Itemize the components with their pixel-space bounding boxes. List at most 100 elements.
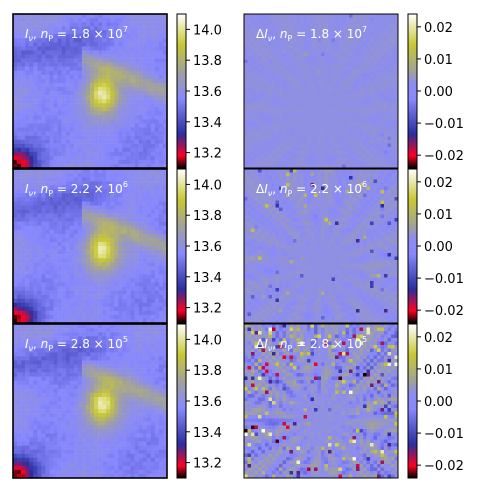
intensity-pixel xyxy=(138,324,143,329)
intensity-pixel xyxy=(134,328,139,333)
intensity-pixel xyxy=(37,151,42,157)
difference-pixel xyxy=(321,45,325,50)
intensity-pixel xyxy=(81,413,87,418)
intensity-pixel xyxy=(114,78,119,84)
intensity-pixel xyxy=(154,143,160,148)
intensity-pixel xyxy=(61,131,66,136)
difference-pixel xyxy=(254,31,259,36)
intensity-pixel xyxy=(94,70,99,76)
difference-pixel xyxy=(366,52,371,57)
intensity-pixel xyxy=(90,298,95,303)
intensity-pixel xyxy=(142,328,147,333)
intensity-pixel xyxy=(158,286,164,291)
intensity-pixel xyxy=(29,344,34,349)
intensity-pixel xyxy=(45,401,50,406)
intensity-pixel xyxy=(90,258,95,263)
intensity-pixel xyxy=(77,237,83,243)
intensity-pixel xyxy=(142,229,147,235)
intensity-pixel xyxy=(134,405,139,410)
difference-pixel xyxy=(265,35,269,39)
colorbar-tick-label: 14.0 xyxy=(193,178,222,193)
intensity-pixel xyxy=(69,441,75,446)
intensity-pixel xyxy=(21,282,26,287)
intensity-pixel xyxy=(81,50,87,55)
intensity-pixel xyxy=(77,286,83,291)
intensity-pixel xyxy=(158,266,164,271)
intensity-pixel xyxy=(130,294,135,299)
intensity-pixel xyxy=(49,139,54,144)
intensity-pixel xyxy=(134,376,139,381)
intensity-pixel xyxy=(29,376,34,381)
colorbar-tick-label: 13.6 xyxy=(193,240,222,255)
intensity-pixel xyxy=(85,417,91,422)
intensity-pixel xyxy=(21,453,26,458)
intensity-pixel xyxy=(98,250,103,255)
intensity-pixel xyxy=(65,237,70,243)
intensity-pixel xyxy=(154,225,160,231)
intensity-pixel xyxy=(45,193,50,198)
difference-pixel xyxy=(387,45,392,50)
intensity-pixel xyxy=(162,46,168,51)
intensity-pixel xyxy=(13,294,18,299)
intensity-pixel xyxy=(61,237,66,243)
intensity-pixel xyxy=(25,344,30,349)
intensity-pixel xyxy=(126,91,131,96)
intensity-pixel xyxy=(154,336,160,341)
intensity-pixel xyxy=(45,453,50,458)
intensity-pixel xyxy=(49,473,54,479)
intensity-pixel xyxy=(33,26,38,31)
intensity-pixel xyxy=(81,250,87,255)
intensity-pixel xyxy=(122,177,127,182)
intensity-pixel xyxy=(17,246,22,251)
difference-pixel xyxy=(359,42,364,46)
intensity-pixel xyxy=(162,246,168,251)
intensity-pixel xyxy=(134,139,139,144)
intensity-pixel xyxy=(21,318,26,324)
difference-pixel xyxy=(286,17,290,22)
intensity-label-3: Iν, nP = 2.8 × 105 xyxy=(25,335,128,353)
intensity-pixel xyxy=(94,356,99,361)
intensity-pixel xyxy=(158,340,164,345)
intensity-pixel xyxy=(65,159,70,165)
intensity-pixel xyxy=(85,441,91,446)
intensity-pixel xyxy=(53,469,58,475)
difference-pixel xyxy=(328,56,332,60)
difference-pixel xyxy=(282,24,287,29)
intensity-pixel xyxy=(33,344,38,349)
intensity-pixel xyxy=(114,405,119,410)
intensity-pixel xyxy=(13,115,18,120)
intensity-pixel xyxy=(29,270,34,275)
intensity-pixel xyxy=(69,302,75,308)
intensity-pixel xyxy=(41,181,46,186)
intensity-pixel xyxy=(118,58,123,63)
difference-pixel xyxy=(303,59,308,64)
difference-pixel xyxy=(261,31,266,36)
intensity-pixel xyxy=(69,169,75,174)
intensity-pixel xyxy=(110,123,115,128)
intensity-pixel xyxy=(98,417,103,422)
intensity-pixel xyxy=(85,229,91,235)
intensity-pixel xyxy=(17,318,22,324)
intensity-pixel xyxy=(41,205,46,210)
intensity-pixel xyxy=(94,159,99,165)
intensity-pixel xyxy=(134,449,139,454)
intensity-pixel xyxy=(130,401,135,406)
intensity-pixel xyxy=(138,278,143,283)
difference-pixel xyxy=(345,28,350,32)
intensity-pixel xyxy=(158,163,164,169)
intensity-pixel xyxy=(29,177,34,182)
intensity-pixel xyxy=(138,396,143,402)
intensity-pixel xyxy=(102,258,107,263)
intensity-pixel xyxy=(85,437,91,442)
intensity-pixel xyxy=(146,50,152,55)
difference-pixel xyxy=(321,49,325,53)
intensity-pixel xyxy=(49,151,54,157)
intensity-pixel xyxy=(106,266,111,271)
intensity-pixel xyxy=(114,449,119,454)
intensity-pixel xyxy=(33,95,38,100)
intensity-pixel xyxy=(150,266,156,271)
intensity-pixel xyxy=(33,209,38,214)
intensity-pixel xyxy=(61,66,66,71)
intensity-pixel xyxy=(142,425,147,430)
intensity-pixel xyxy=(110,209,115,214)
